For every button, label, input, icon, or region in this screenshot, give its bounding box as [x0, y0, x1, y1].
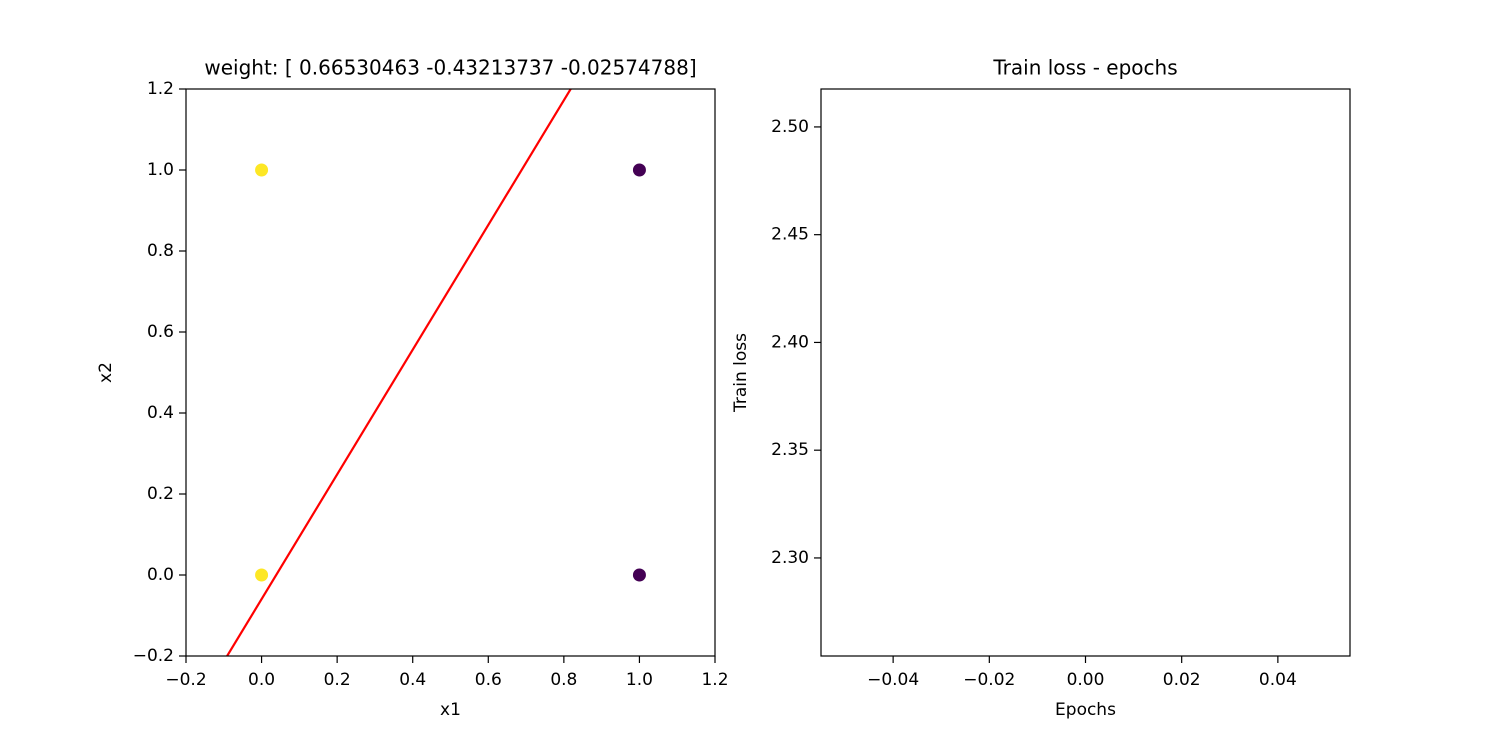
point — [255, 568, 269, 582]
y-axis-label: x2 — [96, 362, 116, 383]
x-tick-label: −0.04 — [867, 670, 919, 690]
y-tick-label: −0.2 — [133, 646, 174, 666]
x-tick-label: 0.2 — [324, 670, 351, 690]
y-tick-label: 1.2 — [147, 79, 174, 99]
x-tick-label: −0.02 — [963, 670, 1015, 690]
x-tick-label: −0.2 — [165, 670, 206, 690]
x-tick-label: 0.4 — [399, 670, 426, 690]
x-tick-label: 1.0 — [626, 670, 653, 690]
y-tick-label: 1.0 — [147, 160, 174, 180]
y-tick-label: 0.8 — [147, 241, 174, 261]
point — [632, 568, 646, 582]
x-tick-label: 0.04 — [1259, 670, 1297, 690]
y-tick-label: 2.35 — [771, 440, 809, 460]
y-tick-label: 2.40 — [771, 332, 809, 352]
point — [255, 163, 269, 177]
x-tick-label: 0.0 — [248, 670, 275, 690]
x-tick-label: 1.2 — [701, 670, 728, 690]
x-tick-label: 0.8 — [550, 670, 577, 690]
axes-frame — [820, 88, 1351, 657]
y-tick-label: 2.45 — [771, 225, 809, 245]
y-tick-label: 0.0 — [147, 565, 174, 585]
y-axis-label: Train loss — [731, 333, 751, 413]
y-tick-label: 2.30 — [771, 548, 809, 568]
axes-frame — [185, 88, 716, 657]
x-tick-label: 0.00 — [1067, 670, 1105, 690]
x-axis-label: Epochs — [1055, 700, 1116, 720]
subplot-title: weight: [ 0.66530463 -0.43213737 -0.0257… — [204, 56, 696, 80]
subplot: weight: [ 0.66530463 -0.43213737 -0.0257… — [96, 56, 729, 721]
point — [632, 163, 646, 177]
decision-line — [225, 89, 572, 656]
y-tick-label: 2.50 — [771, 117, 809, 137]
subplot-title: Train loss - epochs — [992, 56, 1177, 80]
x-tick-label: 0.02 — [1163, 670, 1201, 690]
y-tick-label: 0.6 — [147, 322, 174, 342]
y-tick-label: 0.2 — [147, 484, 174, 504]
y-tick-label: 0.4 — [147, 403, 174, 423]
subplot: Train loss - epochs Epochs Train loss −0.04… — [731, 56, 1351, 720]
x-axis-label: x1 — [440, 700, 461, 720]
x-tick-label: 0.6 — [475, 670, 502, 690]
